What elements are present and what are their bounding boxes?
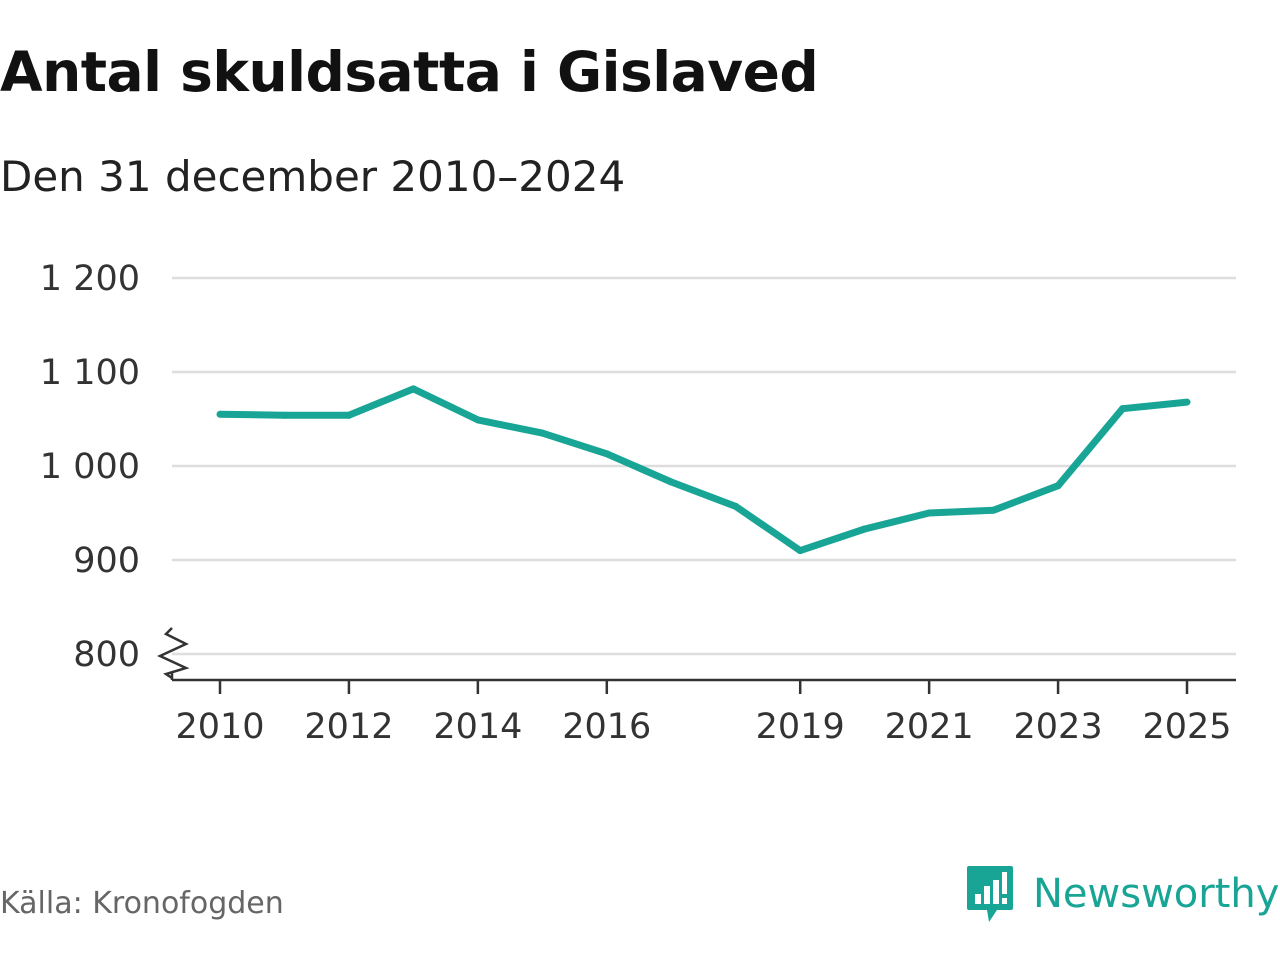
- data-point[interactable]: [345, 411, 353, 419]
- y-axis-break-marker: [157, 627, 190, 680]
- chart-title: Antal skuldsatta i Gislaved: [0, 40, 819, 104]
- y-tick-label: 1 100: [40, 353, 140, 393]
- data-point[interactable]: [409, 385, 417, 393]
- data-point[interactable]: [538, 429, 546, 437]
- data-point[interactable]: [796, 547, 804, 555]
- x-tick-label: 2010: [175, 707, 264, 747]
- x-tick-label: 2012: [304, 707, 393, 747]
- brand[interactable]: Newsworthy: [965, 864, 1279, 924]
- data-point[interactable]: [990, 506, 998, 514]
- data-point[interactable]: [216, 410, 224, 418]
- data-point[interactable]: [861, 525, 869, 533]
- x-tick-label: 2023: [1014, 707, 1103, 747]
- chart-subtitle: Den 31 december 2010–2024: [0, 152, 626, 201]
- x-tick-label: 2019: [756, 707, 845, 747]
- x-tick-label: 2016: [562, 707, 651, 747]
- series-line: [219, 385, 1188, 555]
- data-point[interactable]: [280, 411, 288, 419]
- data-point[interactable]: [1119, 405, 1127, 413]
- y-tick-label: 800: [73, 635, 140, 675]
- data-point[interactable]: [474, 416, 482, 424]
- data-point[interactable]: [667, 478, 675, 486]
- data-point[interactable]: [1183, 398, 1191, 406]
- data-point[interactable]: [732, 502, 740, 510]
- data-point[interactable]: [925, 509, 933, 517]
- y-tick-label: 900: [73, 541, 140, 581]
- x-tick-label: 2025: [1142, 707, 1231, 747]
- y-tick-label: 1 200: [40, 259, 140, 299]
- series-lines: [216, 385, 1191, 555]
- y-axis-ticks: 800 900 1 000 1 100 1 200: [40, 259, 140, 675]
- x-tick-label: 2014: [433, 707, 522, 747]
- source-note: Källa: Kronofogden: [0, 886, 284, 921]
- brand-name: Newsworthy: [1033, 871, 1280, 917]
- gridlines: [172, 276, 1236, 656]
- data-point[interactable]: [1054, 482, 1062, 490]
- y-tick-label: 1 000: [40, 447, 140, 487]
- x-axis: 2010 2012 2014 2016 2019 2021 2023 2025: [157, 627, 1236, 747]
- newsworthy-logo-icon: [967, 866, 1013, 922]
- data-point[interactable]: [603, 450, 611, 458]
- x-tick-label: 2021: [885, 707, 974, 747]
